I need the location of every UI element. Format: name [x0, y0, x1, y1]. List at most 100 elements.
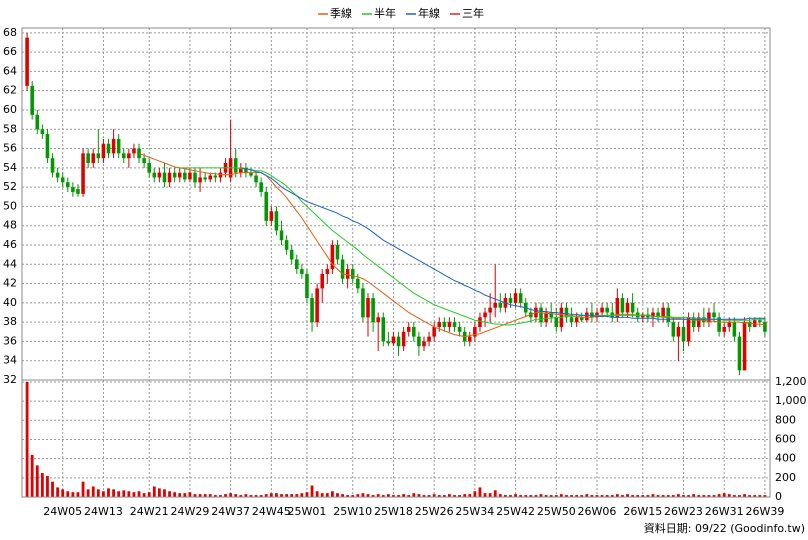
- candle-body: [442, 322, 447, 327]
- volume-bar: [575, 495, 579, 497]
- y2-tick-label: 200: [775, 471, 796, 484]
- candle-body: [213, 175, 218, 178]
- volume-bar: [208, 494, 212, 497]
- candle-body: [310, 298, 314, 323]
- candle-body: [432, 326, 436, 337]
- volume-bar: [463, 494, 467, 497]
- volume-bar: [448, 494, 451, 497]
- volume-bar: [661, 495, 665, 497]
- volume-bar: [66, 491, 70, 497]
- candle-body: [620, 298, 625, 313]
- volume-bar: [51, 481, 54, 497]
- legend-label: 半年: [374, 6, 396, 20]
- x-tick-label: 25W34: [455, 505, 494, 518]
- volume-bar: [229, 493, 233, 497]
- candle-body: [183, 172, 187, 180]
- candle-body: [549, 312, 553, 318]
- candle-body: [198, 177, 202, 183]
- volume-bar: [631, 495, 635, 497]
- candle-body: [320, 273, 324, 289]
- candle-body: [254, 175, 258, 183]
- volume-bar: [707, 495, 711, 497]
- candle-body: [25, 37, 29, 86]
- volume-bar: [524, 495, 528, 497]
- candle-body: [732, 322, 737, 337]
- volume-bar: [239, 495, 243, 497]
- candle-body: [55, 172, 60, 178]
- candle-body: [300, 269, 304, 274]
- y-tick-label: 36: [3, 334, 17, 347]
- marks: [25, 32, 767, 497]
- volume-bar: [30, 454, 34, 497]
- volume-bar: [392, 495, 395, 497]
- candle-body: [452, 322, 457, 327]
- volume-bar: [717, 494, 721, 497]
- volume-bar: [381, 495, 385, 497]
- volume-bar: [605, 495, 609, 497]
- volume-bar: [646, 495, 650, 497]
- candle-body: [742, 322, 747, 371]
- candle-body: [35, 114, 40, 130]
- candle-body: [518, 293, 523, 303]
- volume-bar: [412, 493, 416, 497]
- candle-body: [350, 269, 355, 279]
- candle-body: [386, 341, 391, 344]
- candle-body: [30, 85, 34, 115]
- volume-bar: [498, 494, 502, 497]
- candle-body: [127, 153, 131, 159]
- candle-body: [269, 211, 274, 221]
- x-tick-label: 25W26: [415, 505, 454, 518]
- candle-body: [758, 320, 762, 323]
- candle-body: [722, 326, 726, 332]
- volume-bar: [504, 495, 507, 497]
- candle-body: [473, 326, 477, 337]
- volume-bar: [249, 495, 253, 497]
- candle-body: [488, 307, 492, 313]
- candle-body: [289, 249, 294, 260]
- volume-bar: [458, 495, 462, 497]
- candle-body: [493, 302, 498, 308]
- candle-body: [345, 269, 350, 279]
- candle-body: [564, 307, 569, 318]
- footer: 資料日期: 09/22 (Goodinfo.tw): [644, 521, 805, 535]
- x-tick-label: 24W29: [170, 505, 209, 518]
- y-tick-label: 56: [3, 142, 17, 155]
- ma-line: [240, 167, 765, 320]
- candle-body: [315, 288, 319, 323]
- volume-bar: [254, 495, 258, 497]
- candle-body: [274, 211, 279, 231]
- volume-bar: [488, 493, 492, 497]
- volume-bar: [320, 493, 324, 497]
- volume-bar: [585, 494, 589, 497]
- volume-bar: [407, 495, 411, 497]
- volume-bar: [188, 492, 192, 497]
- volume-bar: [127, 491, 131, 497]
- volume-bar: [671, 495, 675, 497]
- volume-bar: [275, 493, 278, 497]
- y-tick-label: 52: [3, 180, 17, 193]
- candle-body: [625, 302, 630, 313]
- volume-bar: [76, 492, 80, 497]
- candle-body: [539, 307, 543, 323]
- volume-bar: [702, 495, 706, 497]
- candle-body: [356, 278, 360, 289]
- volume-bar: [590, 495, 594, 497]
- volume-bar: [677, 494, 680, 497]
- volume-bar: [224, 494, 227, 497]
- candle-body: [101, 143, 106, 159]
- y-tick-label: 58: [3, 122, 17, 135]
- volume-bar: [325, 493, 329, 497]
- candle-body: [691, 317, 696, 327]
- volume-bar: [193, 494, 197, 497]
- x-tick-label: 24W13: [84, 505, 123, 518]
- candle-body: [203, 177, 207, 180]
- y-tick-label: 32: [3, 373, 17, 386]
- x-tick-label: 26W06: [578, 505, 617, 518]
- volume-bar: [758, 495, 762, 497]
- volume-bar: [478, 487, 482, 497]
- candle-body: [401, 331, 406, 347]
- candle-body: [305, 273, 309, 299]
- candle-body: [630, 302, 635, 313]
- volume-bar: [422, 495, 426, 497]
